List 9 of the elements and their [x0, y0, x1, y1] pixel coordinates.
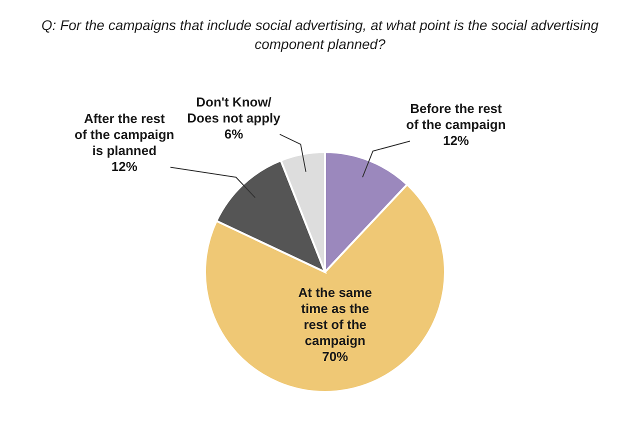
data-label: 6% [224, 126, 244, 142]
slice-label: At the same time as the rest of the campaign [298, 285, 372, 348]
data-label: 12% [111, 159, 138, 174]
slice-label: After the rest of the campaign is planned [74, 111, 174, 158]
chart-title: Q: For the campaigns that include social advertising, at what point is the social advertising component planned? [40, 16, 600, 54]
slice-label: Before the rest of the campaign [406, 101, 506, 132]
data-label: 70% [322, 349, 349, 364]
slice-label: Don't Know/ Does not apply [187, 94, 282, 126]
data-label: 12% [442, 133, 470, 148]
